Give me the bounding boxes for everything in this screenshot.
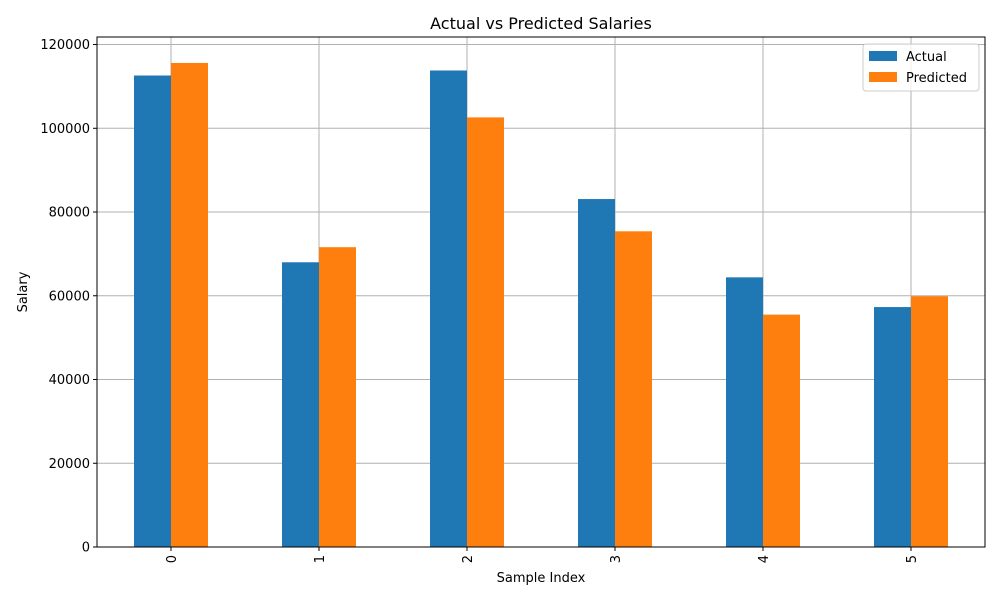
grid-lines [97, 37, 985, 548]
bar-predicted-1 [319, 247, 356, 548]
x-tick-label: 0 [165, 555, 180, 563]
y-tick-label: 60000 [49, 289, 90, 304]
x-tick-label: 3 [609, 555, 624, 563]
legend-swatch-predicted [869, 72, 897, 82]
bar-predicted-4 [763, 314, 800, 547]
y-axis-ticks: 0 20000 40000 60000 80000 100000 120000 [40, 38, 97, 556]
x-axis-ticks: 0 1 2 3 4 5 [165, 547, 920, 563]
bar-predicted-3 [615, 231, 652, 548]
legend: Actual Predicted [862, 43, 980, 92]
bar-actual-3 [578, 199, 615, 547]
bar-actual-5 [874, 307, 911, 547]
plot-frame [96, 36, 986, 548]
bar-actual-2 [430, 70, 467, 548]
y-tick-label: 40000 [49, 373, 90, 388]
x-tick-label: 4 [757, 555, 772, 563]
y-tick-label: 80000 [49, 206, 90, 221]
y-tick-label: 20000 [49, 457, 90, 472]
bars [134, 62, 948, 548]
y-tick-label: 100000 [40, 122, 90, 137]
legend-label-predicted: Predicted [906, 71, 967, 86]
x-axis-label: Sample Index [497, 571, 586, 586]
legend-label-actual: Actual [906, 50, 947, 65]
bar-actual-0 [134, 75, 171, 548]
y-tick-label: 0 [82, 541, 90, 556]
legend-swatch-actual [869, 51, 897, 61]
x-tick-label: 1 [313, 555, 328, 563]
y-axis-label: Salary [16, 271, 31, 312]
chart-title: Actual vs Predicted Salaries [430, 14, 652, 33]
bar-predicted-2 [467, 117, 504, 547]
bar-predicted-0 [171, 62, 208, 547]
bar-actual-4 [726, 277, 763, 547]
y-tick-label: 120000 [40, 38, 90, 53]
bar-predicted-5 [911, 296, 948, 547]
bar-actual-1 [282, 262, 319, 547]
x-tick-label: 5 [905, 555, 920, 563]
x-tick-label: 2 [461, 555, 476, 563]
